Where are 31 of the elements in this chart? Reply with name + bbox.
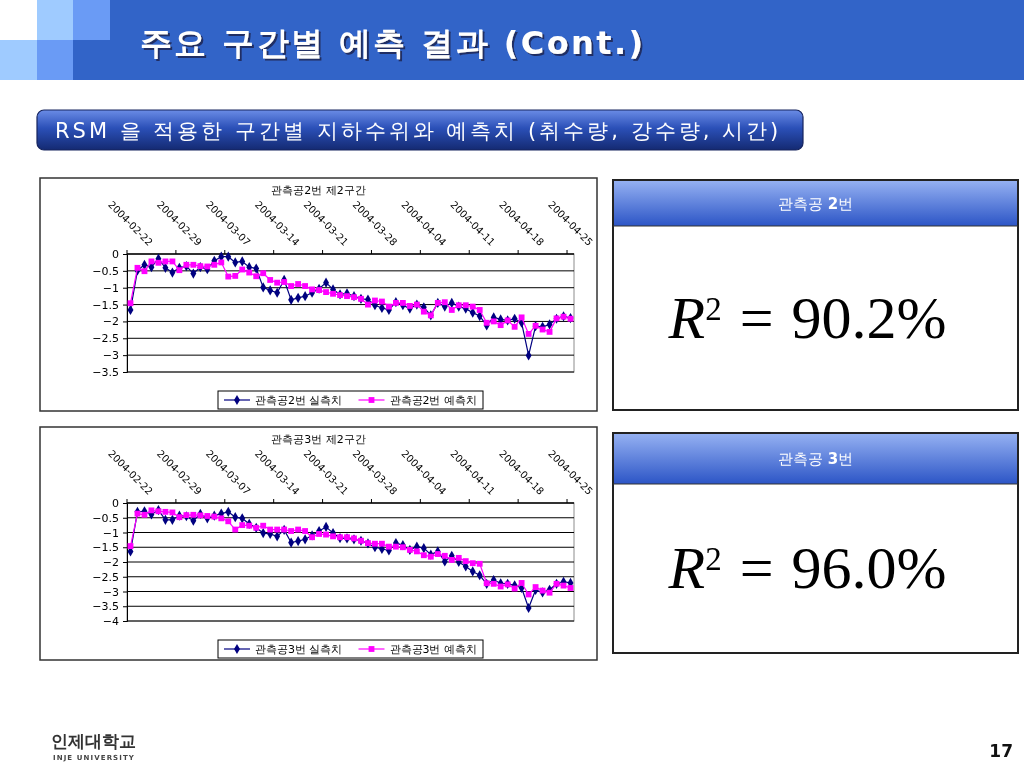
text: 관측공 2번 (777, 194, 854, 213)
y-tick-label: −4 (102, 615, 119, 629)
y-tick-label: −1 (102, 526, 119, 540)
text: RSM 을 적용한 구간별 지하수위와 예측치 (취수량, 강수량, 시간) (55, 119, 782, 143)
text: 17 (989, 741, 1013, 761)
y-tick-label: −2 (102, 556, 119, 570)
y-tick-label: 0 (112, 248, 119, 262)
y-tick-label: 0 (112, 497, 119, 511)
y-tick-label: −3 (102, 349, 119, 363)
text: 인제대학교 (51, 731, 136, 751)
y-tick-label: −1 (102, 281, 119, 295)
chart-title: 관측공3번 제2구간 (271, 433, 366, 446)
text: 관측공 3번 (777, 450, 854, 468)
y-tick-label: −3 (102, 585, 119, 599)
text: R$^{2}$ = 96.0% (667, 535, 947, 601)
y-tick-label: −3.5 (92, 600, 119, 614)
text: 주요 구간별 예측 결과 (Cont.) (140, 24, 646, 62)
legend-label: 관측공2번 예측치 (389, 394, 477, 407)
y-tick-label: −0.5 (92, 511, 119, 525)
text: R$^{2}$ = 90.2% (667, 284, 947, 351)
legend-label: 관측공3번 예측치 (389, 643, 477, 656)
y-tick-label: −2.5 (92, 570, 119, 584)
chart-title: 관측공2번 제2구간 (271, 184, 366, 197)
y-tick-label: −3.5 (92, 366, 119, 380)
legend-label: 관측공3번 실측치 (255, 643, 343, 656)
y-tick-label: −2 (102, 315, 119, 329)
y-tick-label: −1.5 (92, 298, 119, 312)
y-tick-label: −0.5 (92, 264, 119, 278)
y-tick-label: −1.5 (92, 541, 119, 555)
y-tick-label: −2.5 (92, 332, 119, 346)
legend-label: 관측공2번 실측치 (255, 394, 343, 407)
